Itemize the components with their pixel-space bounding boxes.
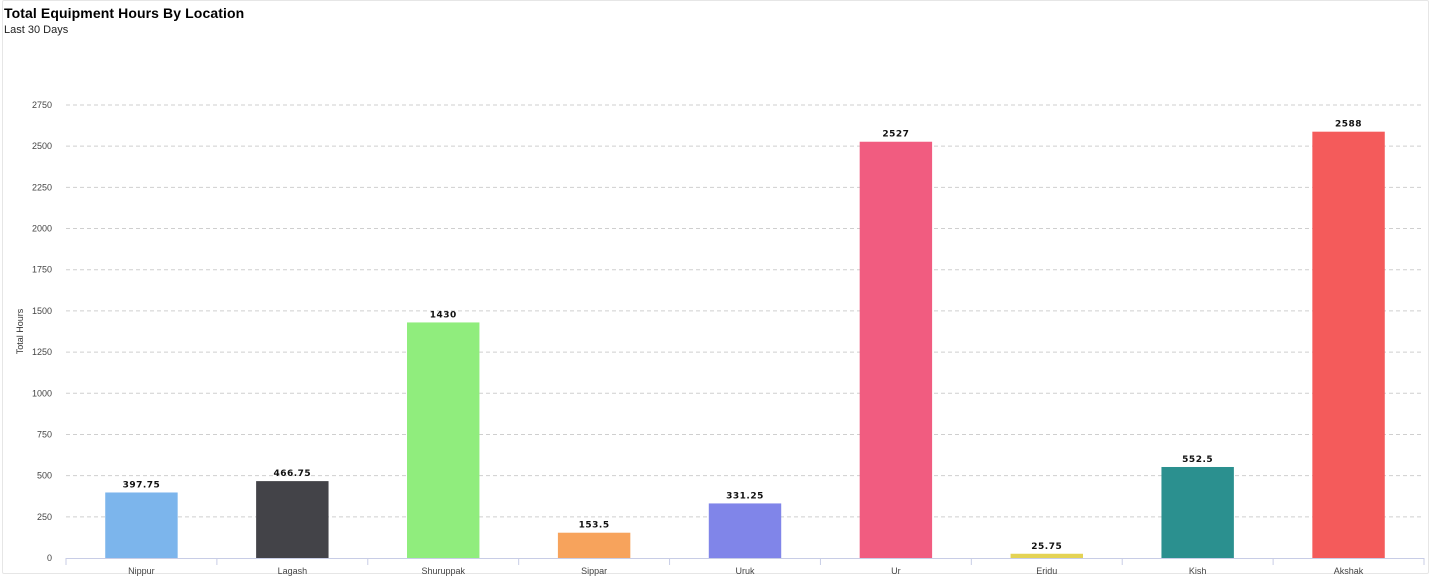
bar-kish <box>1161 466 1234 558</box>
bar-nippur <box>105 492 178 558</box>
y-tick-label: 0 <box>47 553 52 563</box>
y-tick-label: 1000 <box>32 388 52 398</box>
data-label: 397.75 <box>123 480 161 490</box>
x-tick-label: Kish <box>1189 566 1207 576</box>
y-tick-label: 2000 <box>32 224 52 234</box>
y-tick-label: 2500 <box>32 141 52 151</box>
bar-lagash <box>256 481 329 558</box>
bar-ur <box>859 141 933 558</box>
y-tick-label: 750 <box>37 429 52 439</box>
y-tick-label: 1250 <box>32 347 52 357</box>
y-tick-label: 500 <box>37 471 52 481</box>
x-tick-label: Eridu <box>1036 566 1057 576</box>
x-tick-label: Lagash <box>278 566 308 576</box>
data-label: 2588 <box>1335 120 1362 130</box>
bar-eridu <box>1010 553 1083 558</box>
bar-shuruppak <box>407 322 480 558</box>
chart-subtitle: Last 30 Days <box>4 24 69 36</box>
x-tick-label: Nippur <box>128 566 155 576</box>
data-label: 552.5 <box>1182 455 1213 465</box>
bar-sippar <box>557 532 631 558</box>
x-tick-label: Shuruppak <box>421 566 465 576</box>
y-tick-label: 250 <box>37 512 52 522</box>
x-tick-label: Uruk <box>735 566 755 576</box>
x-tick-label: Sippar <box>581 566 607 576</box>
data-label: 2527 <box>882 130 909 140</box>
y-axis-title: Total Hours <box>15 308 25 354</box>
chart-title: Total Equipment Hours By Location <box>4 5 245 21</box>
data-label: 466.75 <box>273 469 311 479</box>
y-tick-label: 2750 <box>32 100 52 110</box>
y-tick-label: 1750 <box>32 265 52 275</box>
data-label: 153.5 <box>579 521 610 531</box>
bar-uruk <box>708 503 782 558</box>
x-tick-label: Ur <box>891 566 901 576</box>
x-tick-label: Akshak <box>1334 566 1364 576</box>
bar-akshak <box>1312 131 1385 558</box>
y-tick-label: 1500 <box>32 306 52 316</box>
y-tick-label: 2250 <box>32 182 52 192</box>
data-label: 1430 <box>430 310 457 320</box>
data-label: 25.75 <box>1031 542 1062 552</box>
data-label: 331.25 <box>726 491 764 501</box>
